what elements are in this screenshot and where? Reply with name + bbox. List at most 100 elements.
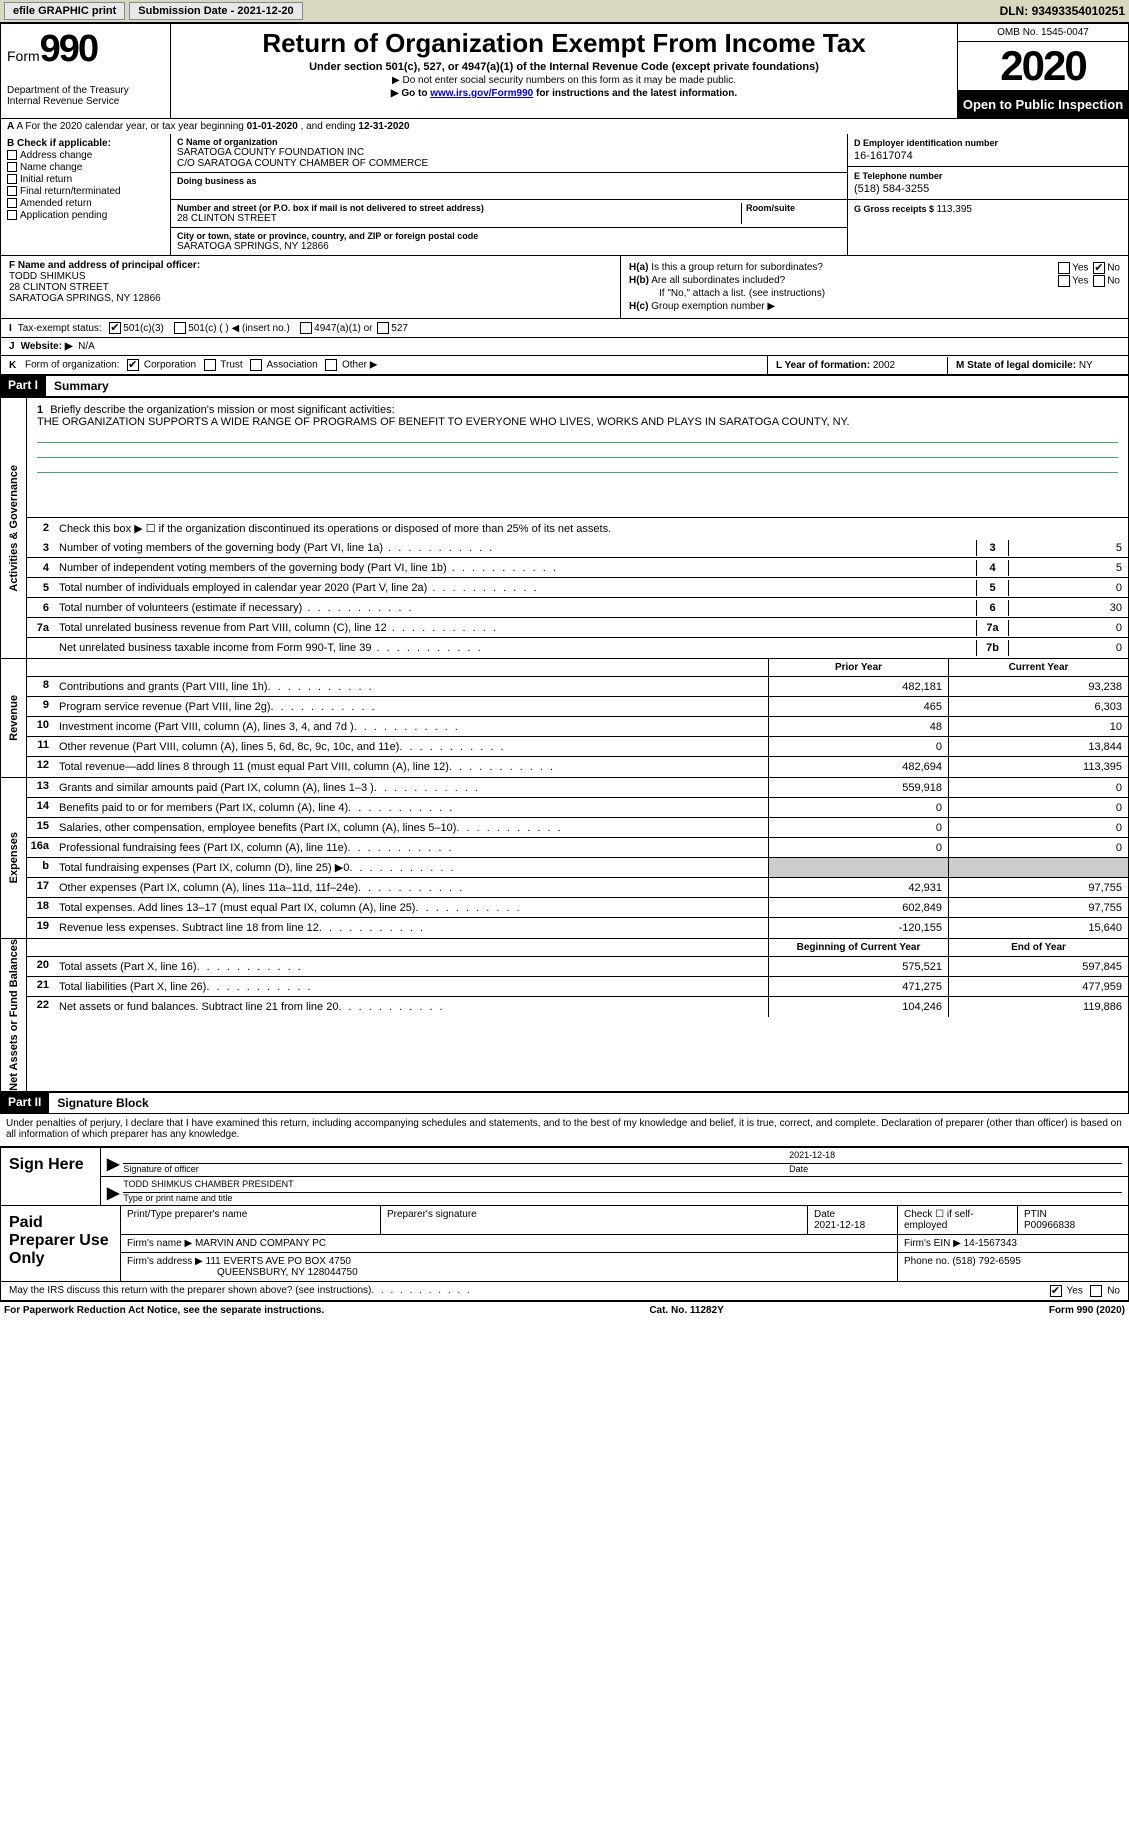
- hb-text: Are all subordinates included?: [651, 275, 785, 286]
- ha-no-box[interactable]: [1093, 262, 1105, 274]
- sig-arrow-icon: ▶: [107, 1154, 119, 1174]
- chk-501c[interactable]: [174, 322, 186, 334]
- netassets-section: Net Assets or Fund Balances Beginning of…: [0, 939, 1129, 1092]
- revenue-section: Revenue Prior Year Current Year 8 Contri…: [0, 659, 1129, 778]
- chk-527[interactable]: [377, 322, 389, 334]
- col-c: C Name of organization SARATOGA COUNTY F…: [171, 134, 848, 255]
- gross-label: G Gross receipts $: [854, 204, 937, 214]
- sig-officer-label: Signature of officer: [123, 1164, 198, 1174]
- part2-num: Part II: [0, 1092, 49, 1114]
- sig-date-label: Date: [789, 1164, 808, 1174]
- chk-amended-return[interactable]: Amended return: [7, 198, 164, 209]
- tax-year: 2020: [958, 42, 1128, 91]
- goto-post: for instructions and the latest informat…: [533, 88, 737, 99]
- hb-note: If "No," attach a list. (see instruction…: [629, 288, 1120, 299]
- form-label: Form990: [7, 28, 164, 71]
- prep-name-hdr: Print/Type preparer's name: [121, 1206, 381, 1234]
- discuss-question: May the IRS discuss this return with the…: [9, 1285, 371, 1296]
- notice-ssn: ▶ Do not enter social security numbers o…: [183, 75, 945, 86]
- hdr-current: Current Year: [948, 659, 1128, 676]
- sig-officer-row: ▶ Signature of officer 2021-12-18 Date: [101, 1148, 1128, 1177]
- city-row: City or town, state or province, country…: [171, 228, 847, 255]
- chk-corp[interactable]: [127, 359, 139, 371]
- form-number: 990: [40, 28, 97, 70]
- dln-label: DLN:: [1000, 4, 1032, 18]
- mission-text: THE ORGANIZATION SUPPORTS A WIDE RANGE O…: [37, 416, 850, 428]
- col-h: H(a) Is this a group return for subordin…: [621, 256, 1128, 318]
- sig-arrow-icon-2: ▶: [107, 1183, 119, 1203]
- l1-text: Briefly describe the organization's miss…: [50, 404, 394, 416]
- org-name-2: C/O SARATOGA COUNTY CHAMBER OF COMMERCE: [177, 158, 841, 169]
- expenses-row-13: 13 Grants and similar amounts paid (Part…: [27, 778, 1128, 798]
- chk-initial-return[interactable]: Initial return: [7, 174, 164, 185]
- dln: DLN: 93493354010251: [1000, 4, 1125, 18]
- chk-final-return[interactable]: Final return/terminated: [7, 186, 164, 197]
- part2-title: Signature Block: [49, 1092, 1129, 1114]
- firm-phone: (518) 792-6595: [952, 1256, 1020, 1267]
- revenue-row-12: 12 Total revenue—add lines 8 through 11 …: [27, 757, 1128, 777]
- officer-label: F Name and address of principal officer:: [9, 260, 200, 271]
- line-a-begin: 01-01-2020: [247, 121, 298, 132]
- dba-row: Doing business as: [171, 173, 847, 200]
- prep-selfemp-cell: Check ☐ if self-employed: [898, 1206, 1018, 1234]
- chk-assoc[interactable]: [250, 359, 262, 371]
- discuss-no-box[interactable]: [1090, 1285, 1102, 1297]
- footer-left: For Paperwork Reduction Act Notice, see …: [4, 1305, 324, 1316]
- paid-preparer-block: Paid Preparer Use Only Print/Type prepar…: [0, 1206, 1129, 1282]
- hb-yes-box[interactable]: [1058, 275, 1070, 287]
- form-word: Form: [7, 48, 40, 64]
- gov-row-7b: Net unrelated business taxable income fr…: [27, 638, 1128, 658]
- netassets-row-21: 21 Total liabilities (Part X, line 26) 4…: [27, 977, 1128, 997]
- prep-firm-addr-row: Firm's address ▶ 111 EVERTS AVE PO BOX 4…: [121, 1252, 1128, 1281]
- firm-addr2: QUEENSBURY, NY 128044750: [217, 1267, 358, 1278]
- netassets-row-22: 22 Net assets or fund balances. Subtract…: [27, 997, 1128, 1017]
- addr-value: 28 CLINTON STREET: [177, 213, 741, 224]
- part1-title: Summary: [46, 375, 1129, 397]
- l1-num: 1: [37, 404, 43, 416]
- submission-date-value: 2021-12-20: [237, 5, 293, 17]
- discuss-yes-box[interactable]: [1050, 1285, 1062, 1297]
- sign-here-block: Sign Here ▶ Signature of officer 2021-12…: [0, 1146, 1129, 1206]
- efile-print-button[interactable]: efile GRAPHIC print: [4, 2, 125, 20]
- opt-4947: 4947(a)(1) or: [314, 323, 372, 334]
- part1-num: Part I: [0, 375, 46, 397]
- hb-no-box[interactable]: [1093, 275, 1105, 287]
- irs-link[interactable]: www.irs.gov/Form990: [430, 88, 533, 99]
- goto-pre: ▶ Go to: [391, 88, 430, 99]
- line-a-mid: , and ending: [301, 121, 359, 132]
- chk-application-pending[interactable]: Application pending: [7, 210, 164, 221]
- part2-header: Part II Signature Block: [0, 1092, 1129, 1114]
- hc-text: Group exemption number ▶: [651, 301, 775, 312]
- omb-number: OMB No. 1545-0047: [958, 24, 1128, 42]
- line-a-pre: A For the 2020 calendar year, or tax yea…: [16, 121, 246, 132]
- ha-row: H(a) Is this a group return for subordin…: [629, 262, 1120, 273]
- hdr-begin: Beginning of Current Year: [768, 939, 948, 956]
- chk-address-change[interactable]: Address change: [7, 150, 164, 161]
- chk-501c3[interactable]: [109, 322, 121, 334]
- footer-mid: Cat. No. 11282Y: [649, 1305, 723, 1316]
- l2-row: 2 Check this box ▶ ☐ if the organization…: [27, 518, 1128, 538]
- opt-assoc: Association: [267, 360, 318, 371]
- sig-name-value: TODD SHIMKUS CHAMBER PRESIDENT: [123, 1179, 1122, 1193]
- form-header: Form990 Department of the Treasury Inter…: [0, 23, 1129, 119]
- expenses-row-15: 15 Salaries, other compensation, employe…: [27, 818, 1128, 838]
- sig-name-row: ▶ TODD SHIMKUS CHAMBER PRESIDENT Type or…: [101, 1177, 1128, 1205]
- expenses-row-b: b Total fundraising expenses (Part IX, c…: [27, 858, 1128, 878]
- col-de: D Employer identification number 16-1617…: [848, 134, 1128, 255]
- chk-4947[interactable]: [300, 322, 312, 334]
- chk-other[interactable]: [325, 359, 337, 371]
- part1-header: Part I Summary: [0, 375, 1129, 397]
- ha-text: Is this a group return for subordinates?: [651, 262, 823, 273]
- chk-trust[interactable]: [204, 359, 216, 371]
- header-left: Form990 Department of the Treasury Inter…: [1, 24, 171, 118]
- chk-name-change[interactable]: Name change: [7, 162, 164, 173]
- l2-text: Check this box ▶ ☐ if the organization d…: [55, 520, 1128, 537]
- gov-row-6: 6 Total number of volunteers (estimate i…: [27, 598, 1128, 618]
- hc-label: H(c): [629, 301, 648, 312]
- dln-value: 93493354010251: [1032, 4, 1125, 18]
- row-j-label: Website: ▶: [21, 341, 73, 352]
- form-subtitle: Under section 501(c), 527, or 4947(a)(1)…: [183, 61, 945, 73]
- ha-yes-box[interactable]: [1058, 262, 1070, 274]
- dept-irs: Internal Revenue Service: [7, 96, 164, 107]
- gov-row-5: 5 Total number of individuals employed i…: [27, 578, 1128, 598]
